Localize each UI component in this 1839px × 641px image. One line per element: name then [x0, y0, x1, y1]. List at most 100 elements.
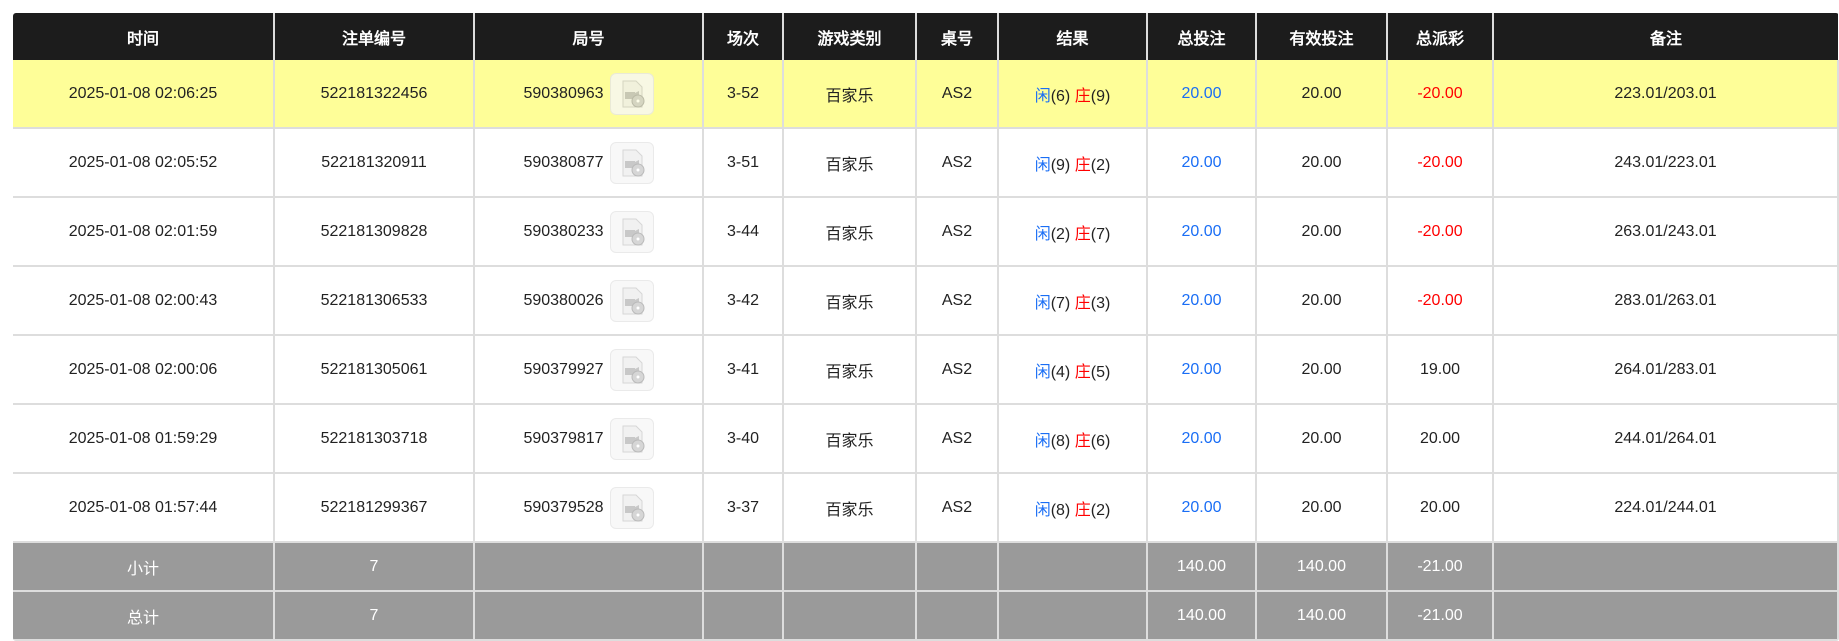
table-row: 2025-01-08 02:00:43 522181306533 5903800…	[13, 266, 1839, 336]
shoe-cell: 3-40	[702, 404, 784, 474]
round-number: 590380963	[523, 84, 604, 102]
header-payout[interactable]: 总派彩	[1386, 13, 1493, 60]
player-label: 闲	[1034, 87, 1051, 105]
banker-score: (5)	[1090, 363, 1111, 381]
table-no-cell: AS2	[915, 60, 999, 129]
round-cell: 590379927	[473, 335, 704, 405]
total-bet-cell: 20.00	[1146, 335, 1257, 405]
bet-id-cell: 522181306533	[273, 266, 475, 336]
payout-cell: -20.00	[1386, 197, 1494, 267]
note-cell: 224.01/244.01	[1492, 473, 1839, 543]
summary-payout: -21.00	[1386, 591, 1494, 641]
banker-label: 庄	[1074, 363, 1091, 381]
result-cell: 闲(8) 庄(2)	[997, 473, 1148, 543]
total-bet-cell: 20.00	[1146, 128, 1257, 198]
bet-id-cell: 522181305061	[273, 335, 475, 405]
round-cell: 590379528	[473, 473, 704, 543]
time-cell: 2025-01-08 02:00:06	[13, 335, 275, 405]
note-cell: 263.01/243.01	[1492, 197, 1839, 267]
game-type-cell: 百家乐	[782, 197, 917, 267]
bet-records-table: 时间 注单编号 局号 场次 游戏类别 桌号 结果 总投注 有效投注 总派彩 备注 2025-01-0…	[13, 13, 1839, 641]
banker-score: (2)	[1090, 156, 1111, 174]
round-number: 590380877	[523, 153, 604, 171]
round-cell: 590380963	[473, 60, 704, 129]
time-cell: 2025-01-08 02:06:25	[13, 60, 275, 129]
header-shoe[interactable]: 场次	[702, 13, 783, 60]
result-cell: 闲(7) 庄(3)	[997, 266, 1148, 336]
summary-label: 总计	[13, 591, 275, 641]
table-header-row: 时间 注单编号 局号 场次 游戏类别 桌号 结果 总投注 有效投注 总派彩 备注	[13, 13, 1838, 60]
banker-label: 庄	[1074, 294, 1091, 312]
player-score: (6)	[1050, 87, 1071, 105]
shoe-cell: 3-44	[702, 197, 784, 267]
header-valid-bet[interactable]: 有效投注	[1255, 13, 1387, 60]
payout-cell: 19.00	[1386, 335, 1494, 405]
header-result[interactable]: 结果	[997, 13, 1147, 60]
header-total-bet[interactable]: 总投注	[1146, 13, 1256, 60]
summary-payout: -21.00	[1386, 542, 1494, 592]
video-replay-icon[interactable]	[609, 417, 654, 460]
player-score: (8)	[1050, 501, 1071, 519]
summary-row: 小计 7 140.00 140.00 -21.00	[13, 542, 1839, 592]
banker-label: 庄	[1074, 87, 1091, 105]
payout-cell: 20.00	[1386, 473, 1494, 543]
round-cell: 590380026	[473, 266, 704, 336]
payout-cell: 20.00	[1386, 404, 1494, 474]
valid-bet-cell: 20.00	[1255, 335, 1388, 405]
note-cell: 264.01/283.01	[1492, 335, 1839, 405]
shoe-cell: 3-52	[702, 60, 784, 129]
video-replay-icon[interactable]	[609, 486, 654, 529]
total-bet-cell: 20.00	[1146, 266, 1257, 336]
shoe-cell: 3-42	[702, 266, 784, 336]
header-note[interactable]: 备注	[1492, 13, 1838, 60]
table-no-cell: AS2	[915, 197, 999, 267]
round-number: 590379528	[523, 498, 604, 516]
round-number: 590379817	[523, 429, 604, 447]
summary-valid-bet: 140.00	[1255, 542, 1388, 592]
banker-label: 庄	[1074, 225, 1091, 243]
table-row: 2025-01-08 01:57:44 522181299367 5903795…	[13, 473, 1839, 543]
banker-score: (6)	[1090, 432, 1111, 450]
player-label: 闲	[1034, 432, 1051, 450]
banker-score: (3)	[1090, 294, 1111, 312]
banker-score: (9)	[1090, 87, 1111, 105]
result-cell: 闲(6) 庄(9)	[997, 60, 1148, 129]
game-type-cell: 百家乐	[782, 473, 917, 543]
round-number: 590379927	[523, 360, 604, 378]
bet-id-cell: 522181320911	[273, 128, 475, 198]
header-round[interactable]: 局号	[473, 13, 703, 60]
summary-count: 7	[273, 542, 475, 592]
summary-count: 7	[273, 591, 475, 641]
total-bet-cell: 20.00	[1146, 197, 1257, 267]
player-label: 闲	[1034, 363, 1051, 381]
valid-bet-cell: 20.00	[1255, 128, 1388, 198]
table-no-cell: AS2	[915, 404, 999, 474]
valid-bet-cell: 20.00	[1255, 197, 1388, 267]
video-replay-icon[interactable]	[609, 210, 654, 253]
video-replay-icon[interactable]	[609, 279, 654, 322]
player-label: 闲	[1034, 225, 1051, 243]
round-cell: 590380233	[473, 197, 704, 267]
summary-total-bet: 140.00	[1146, 542, 1257, 592]
header-bet-id[interactable]: 注单编号	[273, 13, 474, 60]
summary-valid-bet: 140.00	[1255, 591, 1388, 641]
table-row: 2025-01-08 02:06:25 522181322456 5903809…	[13, 60, 1839, 129]
summary-label: 小计	[13, 542, 275, 592]
result-cell: 闲(8) 庄(6)	[997, 404, 1148, 474]
table-no-cell: AS2	[915, 266, 999, 336]
video-replay-icon[interactable]	[609, 348, 654, 391]
round-number: 590380026	[523, 291, 604, 309]
time-cell: 2025-01-08 02:00:43	[13, 266, 275, 336]
player-score: (9)	[1050, 156, 1071, 174]
player-score: (8)	[1050, 432, 1071, 450]
header-time[interactable]: 时间	[13, 13, 274, 60]
video-replay-icon[interactable]	[609, 72, 654, 115]
bet-id-cell: 522181303718	[273, 404, 475, 474]
header-table-no[interactable]: 桌号	[915, 13, 998, 60]
note-cell: 244.01/264.01	[1492, 404, 1839, 474]
round-cell: 590379817	[473, 404, 704, 474]
valid-bet-cell: 20.00	[1255, 404, 1388, 474]
game-type-cell: 百家乐	[782, 266, 917, 336]
video-replay-icon[interactable]	[609, 141, 654, 184]
header-game-type[interactable]: 游戏类别	[782, 13, 916, 60]
